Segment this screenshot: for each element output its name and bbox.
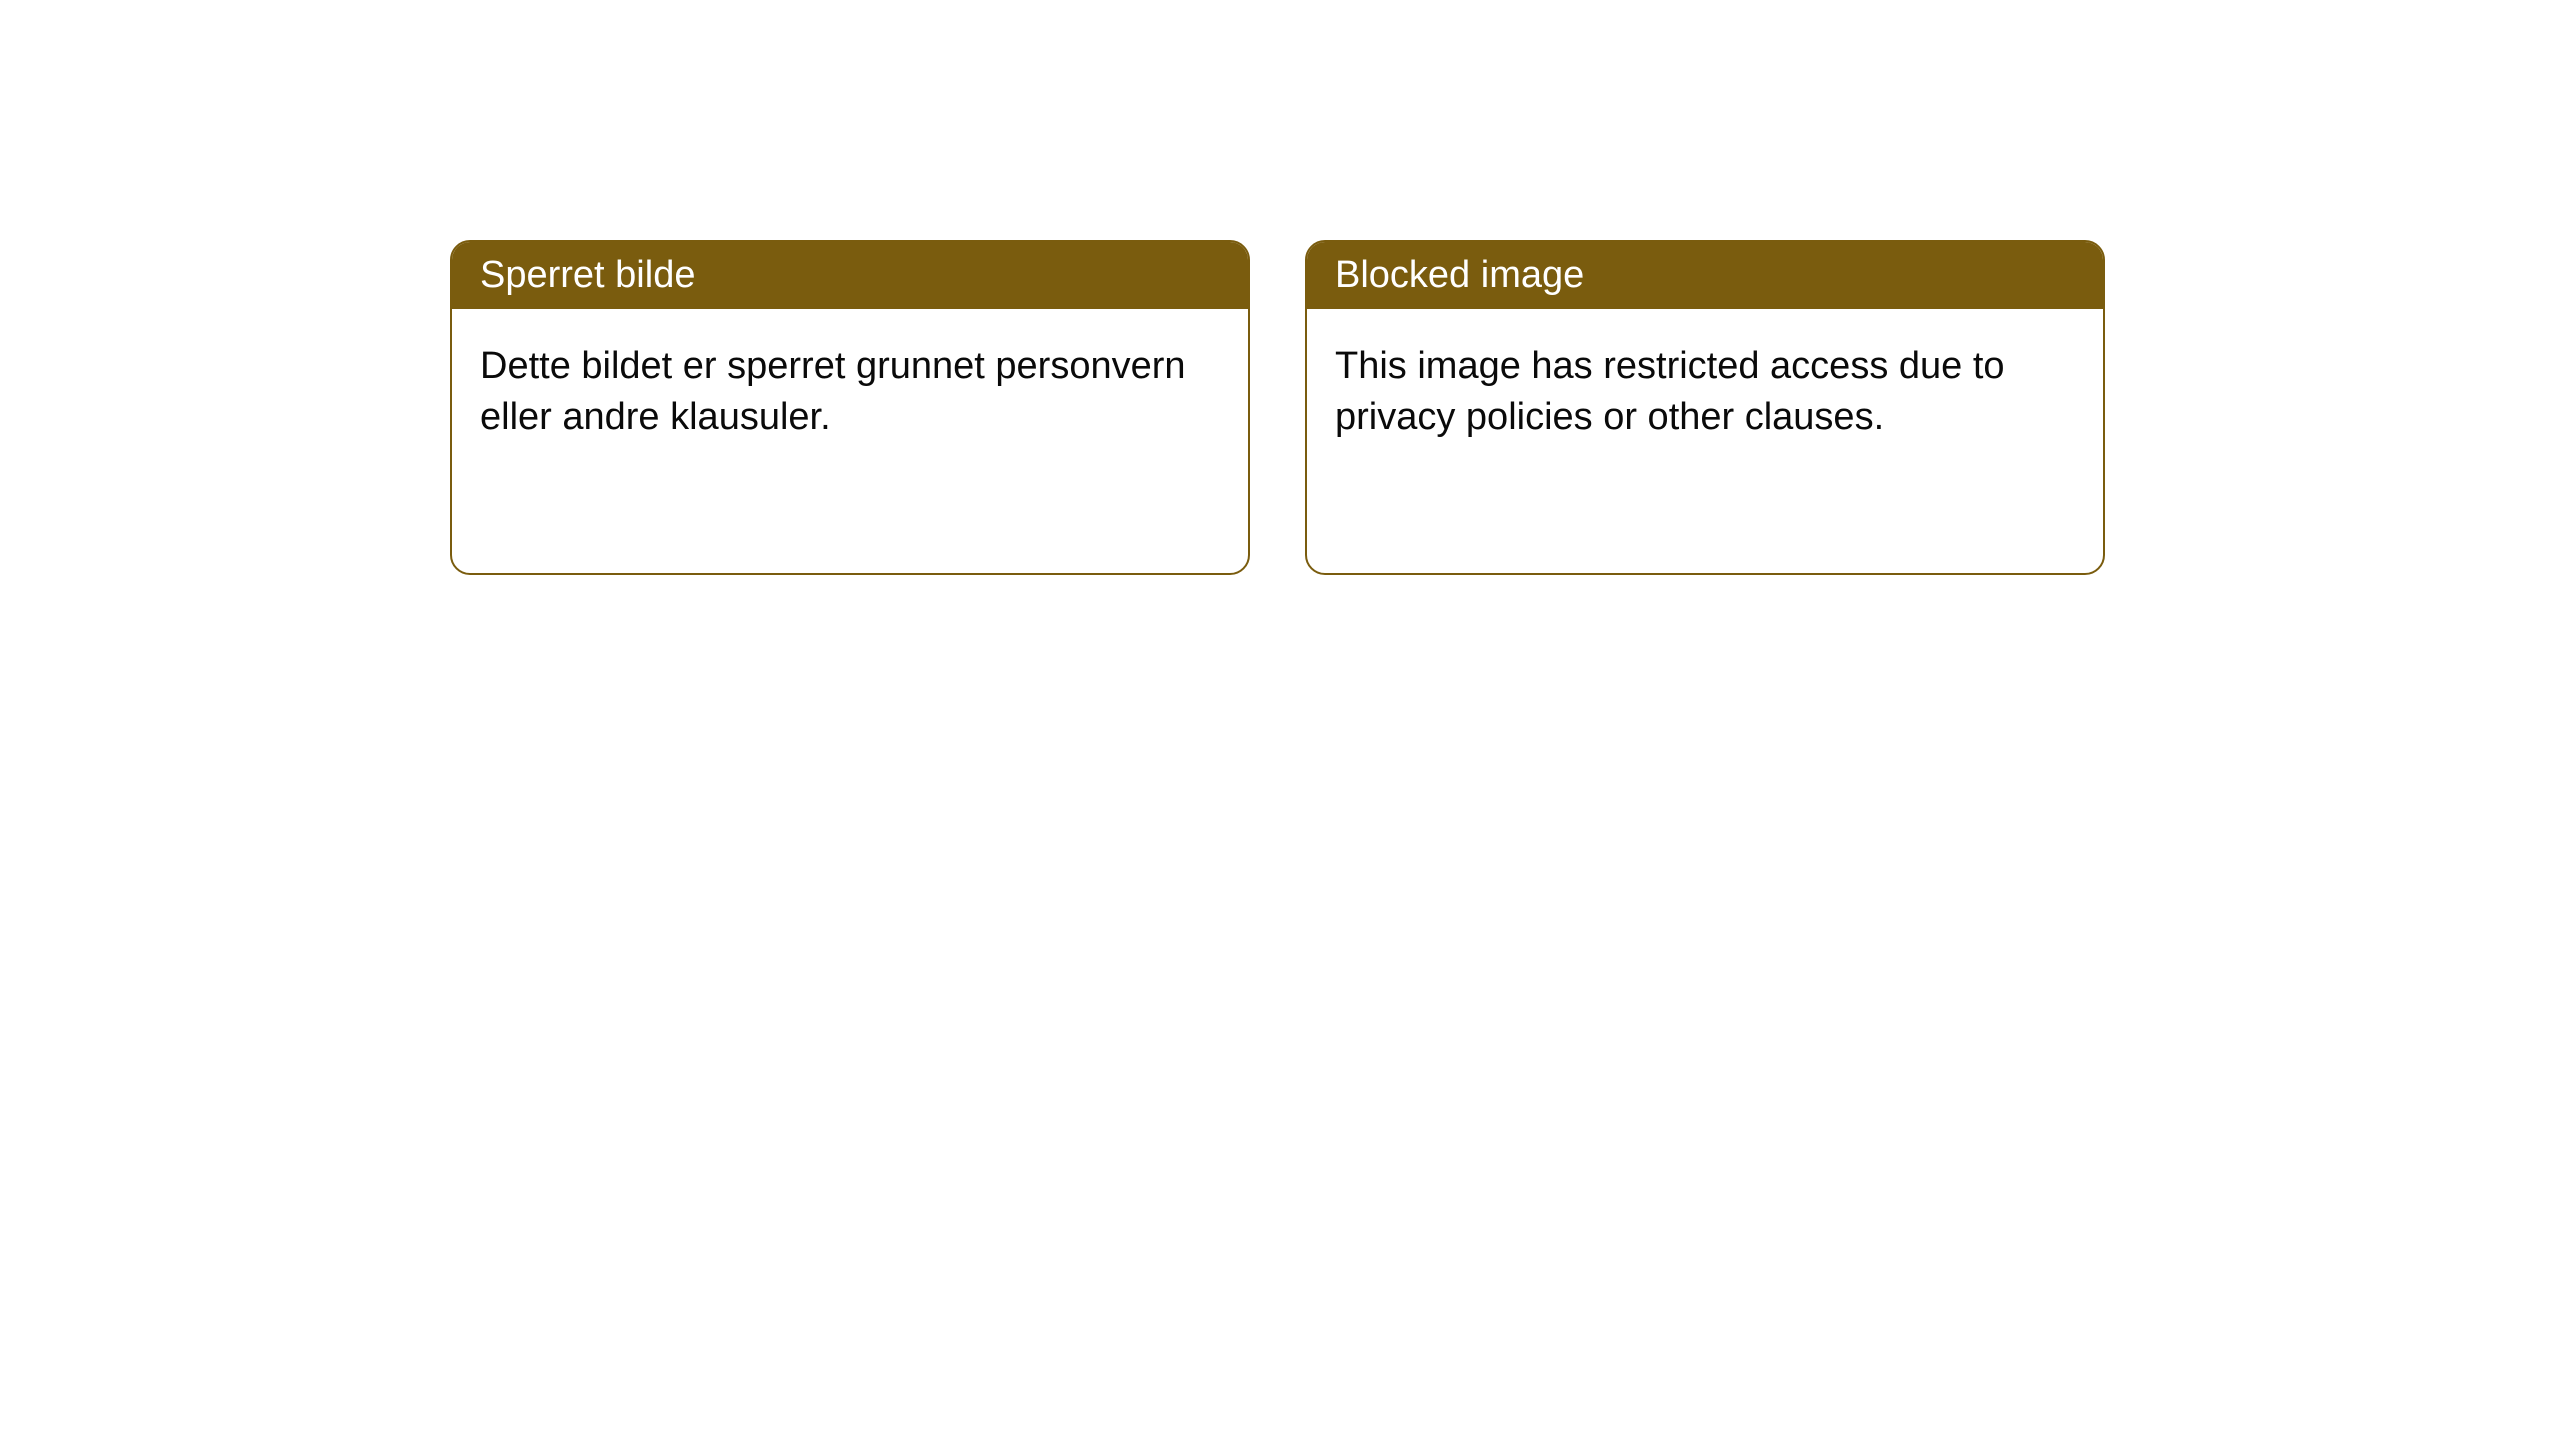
cards-container: Sperret bilde Dette bildet er sperret gr… (450, 240, 2105, 575)
card-body-english: This image has restricted access due to … (1307, 309, 2103, 476)
card-norwegian: Sperret bilde Dette bildet er sperret gr… (450, 240, 1250, 575)
card-body-norwegian: Dette bildet er sperret grunnet personve… (452, 309, 1248, 476)
card-english: Blocked image This image has restricted … (1305, 240, 2105, 575)
card-header-english: Blocked image (1307, 242, 2103, 309)
card-header-norwegian: Sperret bilde (452, 242, 1248, 309)
